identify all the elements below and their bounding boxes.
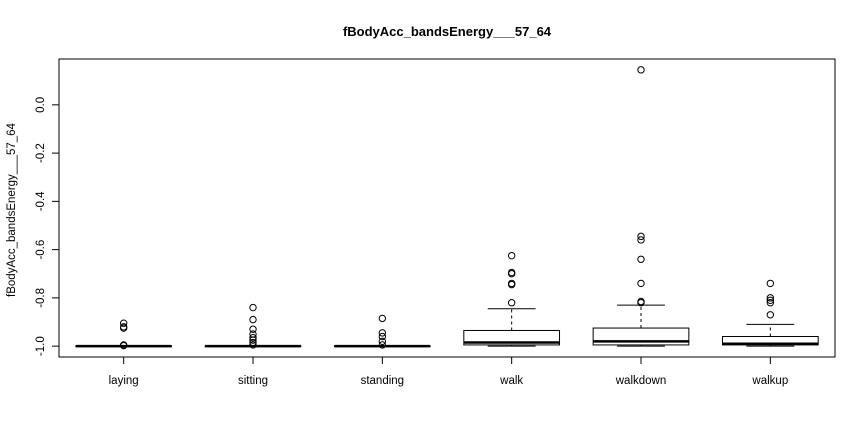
y-axis: -1.0 -0.8 -0.6 -0.4 -0.2 0.0 (35, 97, 60, 356)
outlier-point (249, 315, 257, 324)
outlier-point (766, 296, 775, 304)
outlier-point (637, 255, 645, 263)
y-tick-label: 0.0 (35, 97, 47, 113)
x-tick-label: standing (361, 375, 404, 387)
outlier-point (637, 299, 645, 307)
outlier-point (249, 338, 257, 347)
x-tick-label: walkdown (615, 375, 667, 387)
outlier-point (766, 279, 775, 288)
outlier-point (637, 236, 645, 244)
outlier-point (507, 270, 516, 278)
outlier-point (378, 341, 387, 349)
outlier-point (249, 341, 257, 349)
outlier-point (507, 280, 516, 289)
x-axis: laying sitting standing walk walkdown walkup (109, 356, 788, 387)
box-sitting (204, 303, 302, 349)
outlier-point (249, 333, 257, 342)
y-tick-label: -1.0 (35, 336, 47, 356)
box-walk (463, 251, 561, 347)
outlier-point (507, 251, 516, 260)
outlier-point (249, 336, 257, 344)
boxes-layer (75, 66, 819, 350)
outlier-point (249, 325, 257, 333)
box-iqr (463, 329, 561, 346)
x-tick-label: sitting (238, 375, 268, 387)
box-iqr (592, 327, 690, 346)
outlier-point (637, 279, 645, 288)
chart-title: fBodyAcc_bandsEnergy___57_64 (343, 24, 552, 39)
outlier-point (249, 303, 257, 312)
outlier-point (766, 299, 775, 307)
box-laying (75, 319, 173, 350)
outlier-point (766, 294, 775, 302)
y-axis-label: fBodyAcc_bandsEnergy___57_64 (6, 122, 18, 297)
outlier-point (378, 332, 387, 341)
outlier-point (119, 319, 128, 327)
outlier-point (119, 324, 128, 332)
y-tick-label: -0.8 (35, 288, 47, 308)
outlier-point (637, 232, 645, 241)
box-walkdown (592, 66, 690, 347)
box-standing (333, 314, 431, 349)
outlier-point (119, 341, 128, 350)
x-tick-label: laying (109, 375, 139, 387)
box-walkup (721, 279, 819, 347)
outlier-point (378, 329, 387, 337)
outlier-point (378, 314, 387, 323)
outlier-point (378, 337, 387, 346)
outlier-point (507, 299, 516, 307)
y-tick-label: -0.2 (35, 143, 47, 163)
x-tick-label: walk (499, 375, 523, 387)
y-tick-label: -0.4 (35, 191, 47, 211)
y-tick-label: -0.6 (35, 240, 47, 260)
outlier-point (766, 311, 775, 319)
x-tick-label: walkup (751, 375, 788, 387)
outlier-point (637, 66, 645, 74)
plot-frame (58, 58, 836, 358)
